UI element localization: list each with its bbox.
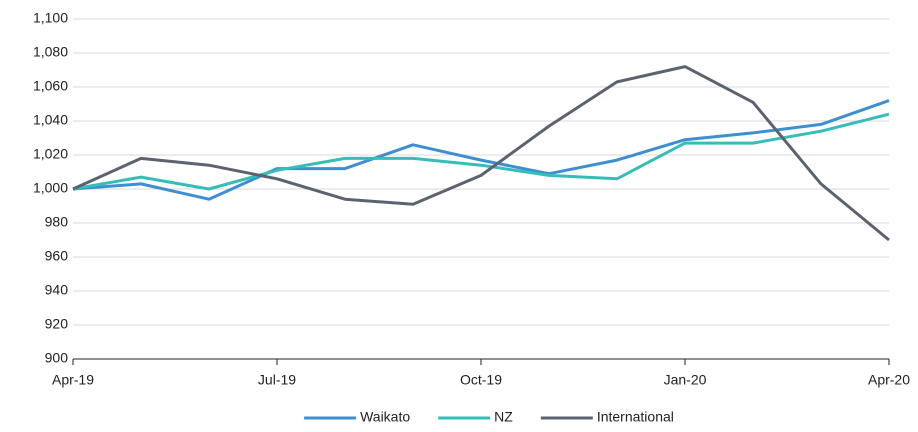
y-tick-label: 920 xyxy=(45,316,69,332)
y-tick-label: 1,080 xyxy=(33,44,68,60)
series-line xyxy=(72,99,890,201)
y-tick-label: 900 xyxy=(45,350,69,366)
y-tick-label: 1,060 xyxy=(33,78,68,94)
x-tick-label: Jan-20 xyxy=(664,372,707,388)
series-line xyxy=(72,112,890,191)
x-tick-label: Jul-19 xyxy=(258,372,296,388)
y-tick-label: 1,040 xyxy=(33,112,68,128)
legend-label: NZ xyxy=(494,409,513,425)
y-tick-label: 940 xyxy=(45,282,69,298)
y-tick-label: 960 xyxy=(45,248,69,264)
legend-label: Waikato xyxy=(360,409,410,425)
y-tick-label: 1,000 xyxy=(33,180,68,196)
legend-label: International xyxy=(597,409,674,425)
y-tick-label: 1,020 xyxy=(33,146,68,162)
y-tick-label: 1,100 xyxy=(33,10,68,26)
series-line xyxy=(72,65,890,242)
x-tick-label: Oct-19 xyxy=(460,372,502,388)
x-tick-label: Apr-19 xyxy=(52,372,94,388)
y-tick-label: 980 xyxy=(45,214,69,230)
x-tick-label: Apr-20 xyxy=(868,372,910,388)
